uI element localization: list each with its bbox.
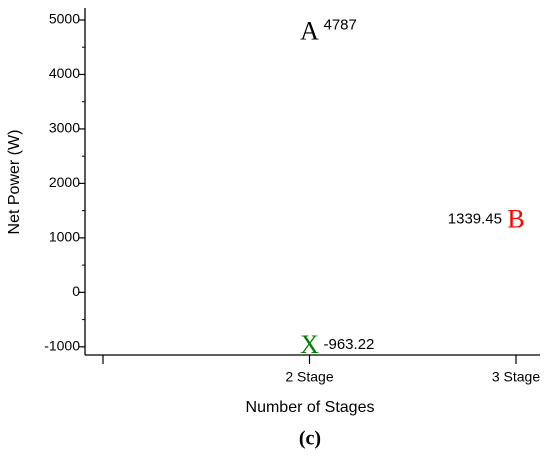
y-axis-title: Net Power (W) <box>6 130 23 235</box>
value-label: 1339.45 <box>448 210 502 227</box>
x-tick-label: 3 Stage <box>492 369 540 385</box>
value-label: 4787 <box>324 17 357 34</box>
x-tick-label: 2 Stage <box>285 369 333 385</box>
y-tick-label: 5000 <box>49 11 80 27</box>
x-axis-title: Number of Stages <box>246 399 375 416</box>
y-tick-label: 0 <box>72 283 80 299</box>
point-marker: X <box>300 330 319 359</box>
y-tick-label: 4000 <box>49 65 80 81</box>
y-tick-label: 3000 <box>49 120 80 136</box>
point-marker: A <box>300 17 319 46</box>
point-marker: B <box>507 204 524 233</box>
caption: (c) <box>299 428 321 450</box>
value-label: -963.22 <box>324 336 375 353</box>
y-tick-label: 1000 <box>49 229 80 245</box>
y-tick-label: 2000 <box>49 174 80 190</box>
y-tick-label: -1000 <box>44 338 80 354</box>
